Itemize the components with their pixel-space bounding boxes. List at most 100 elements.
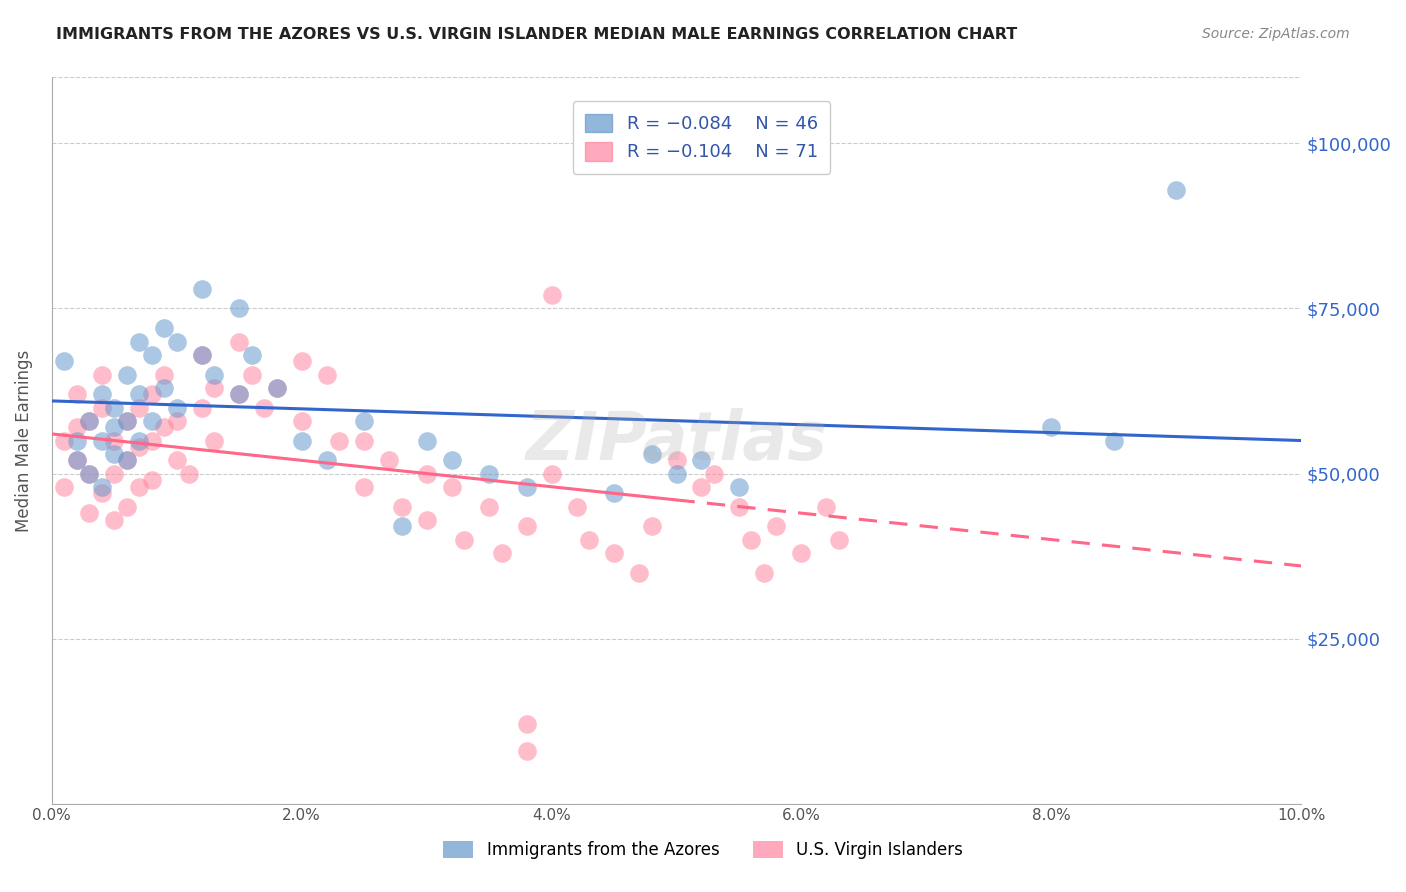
Point [77, 467, 100, 481]
Point [90, 401, 112, 415]
Point [141, 414, 163, 428]
Point [240, 348, 263, 362]
Point [478, 467, 501, 481]
Point [153, 368, 176, 382]
Point [740, 533, 762, 547]
Point [90, 434, 112, 448]
Legend: R = −0.084    N = 46, R = −0.104    N = 71: R = −0.084 N = 46, R = −0.104 N = 71 [572, 101, 831, 174]
Point [90, 387, 112, 401]
Point [291, 414, 314, 428]
Text: Source: ZipAtlas.com: Source: ZipAtlas.com [1202, 27, 1350, 41]
Point [690, 480, 713, 494]
Point [190, 282, 212, 296]
Point [440, 480, 463, 494]
Point [202, 368, 225, 382]
Point [166, 414, 188, 428]
Point [153, 420, 176, 434]
Point [453, 533, 475, 547]
Point [128, 480, 150, 494]
Point [391, 500, 413, 514]
Point [828, 533, 851, 547]
Point [153, 381, 176, 395]
Point [128, 334, 150, 349]
Point [166, 334, 188, 349]
Point [90, 368, 112, 382]
Point [253, 401, 276, 415]
Point [266, 381, 288, 395]
Point [603, 486, 626, 500]
Point [328, 434, 350, 448]
Point [77, 506, 100, 520]
Point [141, 348, 163, 362]
Point [815, 500, 838, 514]
Point [665, 453, 688, 467]
Point [77, 414, 100, 428]
Point [565, 500, 588, 514]
Point [378, 453, 401, 467]
Point [728, 480, 751, 494]
Point [540, 288, 562, 302]
Point [703, 467, 725, 481]
Point [103, 401, 125, 415]
Point [153, 321, 176, 335]
Point [728, 500, 751, 514]
Point [66, 453, 89, 467]
Point [790, 546, 813, 560]
Point [603, 546, 626, 560]
Point [690, 453, 713, 467]
Point [240, 368, 263, 382]
Point [179, 467, 201, 481]
Point [190, 348, 212, 362]
Point [66, 453, 89, 467]
Point [53, 434, 76, 448]
Point [128, 401, 150, 415]
Point [1102, 434, 1125, 448]
Point [115, 453, 138, 467]
Point [103, 420, 125, 434]
Text: ZIPatlas: ZIPatlas [526, 408, 828, 474]
Point [266, 381, 288, 395]
Point [66, 434, 89, 448]
Point [190, 401, 212, 415]
Point [415, 467, 437, 481]
Point [103, 434, 125, 448]
Point [491, 546, 513, 560]
Point [540, 467, 562, 481]
Point [103, 513, 125, 527]
Point [103, 467, 125, 481]
Point [627, 566, 650, 580]
Point [166, 401, 188, 415]
Point [640, 519, 662, 533]
Point [53, 480, 76, 494]
Point [228, 301, 250, 316]
Point [53, 354, 76, 368]
Point [202, 381, 225, 395]
Point [415, 434, 437, 448]
Point [115, 368, 138, 382]
Point [115, 453, 138, 467]
Point [115, 414, 138, 428]
Point [128, 387, 150, 401]
Point [128, 434, 150, 448]
Point [1040, 420, 1063, 434]
Point [765, 519, 787, 533]
Point [228, 387, 250, 401]
Point [190, 348, 212, 362]
Point [315, 453, 337, 467]
Point [66, 420, 89, 434]
Point [315, 368, 337, 382]
Point [90, 486, 112, 500]
Point [77, 467, 100, 481]
Point [440, 453, 463, 467]
Point [103, 447, 125, 461]
Point [291, 434, 314, 448]
Point [1166, 183, 1188, 197]
Point [228, 334, 250, 349]
Point [166, 453, 188, 467]
Point [141, 434, 163, 448]
Y-axis label: Median Male Earnings: Median Male Earnings [15, 350, 32, 532]
Point [128, 440, 150, 454]
Point [640, 447, 662, 461]
Point [353, 414, 375, 428]
Point [665, 467, 688, 481]
